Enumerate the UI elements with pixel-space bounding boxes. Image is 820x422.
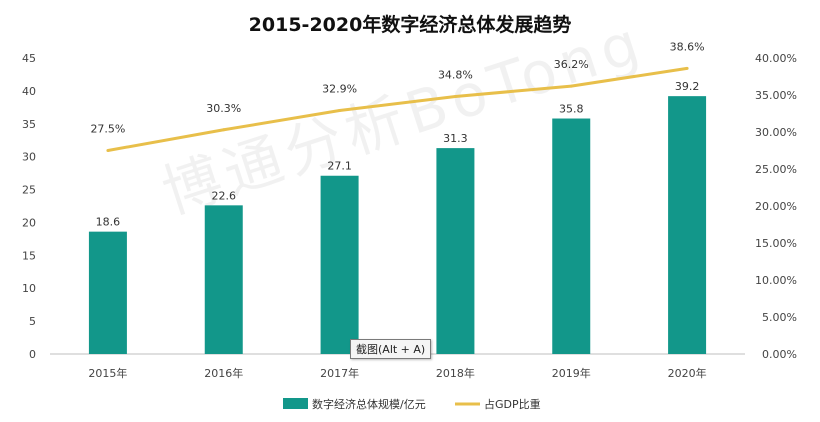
line-data-label: 36.2% xyxy=(554,58,589,71)
y-left-tick-label: 0 xyxy=(29,348,36,361)
line-point xyxy=(222,128,226,132)
bar xyxy=(320,175,359,354)
y-right-tick-label: 0.00% xyxy=(762,348,797,361)
y-left-tick-label: 45 xyxy=(22,52,36,65)
y-left-tick-label: 20 xyxy=(22,216,36,229)
line-data-label: 32.9% xyxy=(322,83,357,96)
line-point xyxy=(338,109,342,113)
y-left-tick-label: 15 xyxy=(22,249,36,262)
bar-data-label: 31.3 xyxy=(443,132,468,145)
y-left-tick-label: 30 xyxy=(22,151,36,164)
line-data-label: 27.5% xyxy=(90,123,125,136)
line-data-label: 38.6% xyxy=(670,40,705,53)
y-right-tick-label: 40.00% xyxy=(755,52,797,65)
y-left-tick-label: 35 xyxy=(22,118,36,131)
line-point xyxy=(685,66,689,70)
bar-data-label: 35.8 xyxy=(559,103,584,116)
bar xyxy=(204,205,243,354)
y-left-tick-label: 5 xyxy=(29,315,36,328)
y-right-tick-label: 5.00% xyxy=(762,311,797,324)
legend-swatch-bar xyxy=(283,398,308,409)
x-tick-label: 2015年 xyxy=(88,366,127,380)
bar xyxy=(668,96,707,354)
bar xyxy=(552,118,591,354)
bar-data-label: 18.6 xyxy=(96,216,121,229)
line-point xyxy=(106,149,110,152)
bar-data-label: 22.6 xyxy=(212,189,237,202)
y-left-tick-label: 10 xyxy=(22,282,36,295)
x-tick-label: 2016年 xyxy=(204,366,243,380)
bar-data-label: 39.2 xyxy=(675,80,700,93)
y-left-tick-label: 25 xyxy=(22,184,36,197)
bar-data-label: 27.1 xyxy=(327,160,352,173)
y-right-tick-label: 10.00% xyxy=(755,274,797,287)
y-right-tick-label: 15.00% xyxy=(755,237,797,250)
chart-title: 2015-2020年数字经济总体发展趋势 xyxy=(248,14,572,36)
line-series-gdp-share xyxy=(107,66,688,152)
y-right-tick-label: 25.00% xyxy=(755,163,797,176)
x-tick-label: 2018年 xyxy=(436,366,475,380)
x-tick-label: 2020年 xyxy=(668,366,707,380)
line-point xyxy=(569,84,573,88)
y-left-tick-label: 40 xyxy=(22,85,36,98)
screenshot-tooltip: 截图(Alt + A) xyxy=(350,339,432,359)
x-tick-label: 2017年 xyxy=(320,366,359,380)
bar xyxy=(88,231,127,354)
bar xyxy=(436,148,475,354)
legend-label-bar: 数字经济总体规模/亿元 xyxy=(312,397,426,411)
line-point xyxy=(453,94,457,98)
legend-label-line: 占GDP比重 xyxy=(484,397,541,411)
y-right-tick-label: 35.00% xyxy=(755,89,797,102)
y-right-tick-label: 30.00% xyxy=(755,126,797,139)
line-data-label: 30.3% xyxy=(206,102,241,115)
x-tick-label: 2019年 xyxy=(552,366,591,380)
y-right-tick-label: 20.00% xyxy=(755,200,797,213)
line-data-label: 34.8% xyxy=(438,68,473,81)
